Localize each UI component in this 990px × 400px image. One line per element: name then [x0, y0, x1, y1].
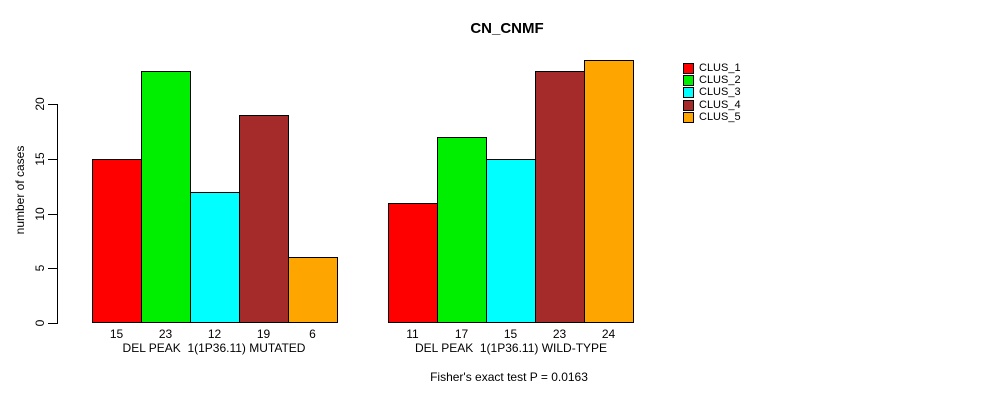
y-tick-mark: [48, 158, 57, 160]
bar-clus_3-group1: [190, 191, 240, 323]
legend-swatch-clus_3: [683, 87, 694, 99]
legend-label: CLUS_5: [699, 111, 741, 124]
legend-label: CLUS_2: [699, 73, 741, 86]
y-axis-line: [57, 104, 58, 324]
bar-value-label: 19: [256, 327, 271, 341]
legend-item-clus_1: CLUS_1: [683, 62, 741, 74]
legend-item-clus_5: CLUS_5: [683, 112, 741, 124]
bar-value-label: 6: [309, 327, 316, 341]
legend-swatch-clus_4: [683, 99, 694, 111]
legend-item-clus_2: CLUS_2: [683, 74, 741, 86]
legend-swatch-clus_1: [683, 62, 694, 74]
y-tick-label: 10: [33, 206, 47, 221]
bar-clus_1-group2: [388, 202, 438, 323]
bar-clus_2-group1: [141, 71, 191, 323]
chart-title: CN_CNMF: [470, 20, 544, 37]
bar-value-label: 11: [406, 327, 419, 341]
bar-value-label: 12: [207, 327, 222, 341]
bar-value-label: 15: [109, 327, 124, 341]
bar-value-label: 23: [158, 327, 173, 341]
legend-item-clus_4: CLUS_4: [683, 99, 741, 111]
legend-swatch-clus_5: [683, 112, 694, 124]
bar-value-label: 24: [601, 327, 616, 341]
y-tick-label: 15: [33, 152, 47, 166]
bar-clus_5-group2: [584, 60, 634, 323]
y-tick-mark: [48, 104, 57, 105]
bar-value-label: 23: [552, 327, 567, 341]
bar-value-label: 15: [503, 327, 518, 341]
y-tick-label: 0: [33, 319, 47, 327]
x-group-label-wild-type: DEL PEAK 1(1P36.11) WILD-TYPE: [414, 341, 608, 355]
bar-clus_1-group1: [92, 158, 142, 323]
y-tick-mark: [48, 323, 57, 324]
bar-clus_2-group2: [437, 136, 487, 323]
bar-clus_4-group1: [239, 114, 289, 323]
bar-value-label: 17: [454, 327, 469, 341]
caption-fisher-test: Fisher's exact test P = 0.0163: [430, 370, 588, 384]
bar-clus_4-group2: [535, 71, 585, 323]
y-tick-mark: [48, 268, 57, 270]
legend-item-clus_3: CLUS_3: [683, 87, 741, 99]
legend-label: CLUS_1: [699, 61, 741, 74]
y-tick-label: 20: [33, 97, 47, 111]
legend-swatch-clus_2: [683, 74, 694, 86]
x-group-label-mutated: DEL PEAK 1(1P36.11) MUTATED: [122, 341, 306, 355]
bar-clus_5-group1: [288, 257, 338, 323]
y-tick-label: 5: [33, 264, 47, 272]
bar-clus_3-group2: [486, 158, 536, 323]
legend-label: CLUS_3: [699, 86, 741, 99]
y-tick-mark: [48, 213, 57, 215]
y-axis-title: number of cases: [13, 145, 27, 235]
legend-label: CLUS_4: [699, 98, 741, 111]
